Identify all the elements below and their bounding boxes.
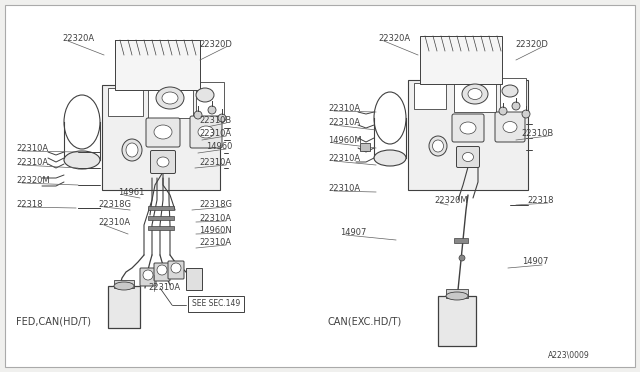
Bar [115, 40, 200, 90]
Bar [438, 296, 476, 346]
Text: 22320A: 22320A [62, 33, 94, 42]
Text: 22310A: 22310A [16, 157, 48, 167]
Bar [148, 226, 174, 230]
Text: A223\0009: A223\0009 [548, 350, 590, 359]
Bar [186, 268, 202, 290]
Text: 22310B: 22310B [522, 128, 554, 138]
Ellipse shape [503, 122, 517, 132]
Circle shape [171, 263, 181, 273]
Circle shape [512, 102, 520, 110]
Text: 22318G: 22318G [199, 199, 232, 208]
Ellipse shape [198, 126, 214, 138]
Bar [408, 80, 528, 190]
Ellipse shape [463, 153, 474, 161]
Circle shape [157, 265, 167, 275]
Ellipse shape [64, 151, 100, 169]
Bar [454, 238, 468, 243]
Text: 22310A: 22310A [328, 103, 360, 112]
Ellipse shape [114, 282, 134, 290]
Text: 22318: 22318 [527, 196, 554, 205]
Text: 22318: 22318 [16, 199, 42, 208]
Ellipse shape [462, 84, 488, 104]
Text: 14907: 14907 [340, 228, 366, 237]
Text: 22320A: 22320A [378, 33, 410, 42]
Text: 22310A: 22310A [328, 183, 360, 192]
Circle shape [208, 106, 216, 114]
Bar [108, 286, 140, 328]
Bar [196, 82, 224, 120]
Circle shape [194, 111, 202, 119]
Ellipse shape [154, 125, 172, 139]
Bar [102, 85, 220, 190]
Circle shape [143, 270, 153, 280]
Ellipse shape [196, 88, 214, 102]
Ellipse shape [157, 157, 169, 167]
Text: 22310A: 22310A [200, 237, 232, 247]
Text: 22310B: 22310B [200, 115, 232, 125]
Ellipse shape [156, 87, 184, 109]
Text: 22310A: 22310A [148, 283, 180, 292]
Ellipse shape [374, 92, 406, 144]
Bar [148, 216, 174, 220]
Text: 22310A: 22310A [98, 218, 130, 227]
Text: 22310A: 22310A [328, 154, 360, 163]
Bar [148, 78, 193, 118]
Ellipse shape [64, 95, 100, 149]
Circle shape [459, 255, 465, 261]
Ellipse shape [126, 143, 138, 157]
Ellipse shape [433, 140, 444, 152]
Bar [360, 143, 370, 151]
Bar [500, 78, 526, 114]
Bar [108, 88, 143, 116]
Ellipse shape [122, 139, 142, 161]
Text: 22310A: 22310A [328, 118, 360, 126]
Text: 14907: 14907 [522, 257, 548, 266]
Ellipse shape [468, 89, 482, 99]
Bar [414, 83, 446, 109]
Text: 22320M: 22320M [434, 196, 468, 205]
Text: 22318G: 22318G [98, 199, 131, 208]
Circle shape [499, 107, 507, 115]
Ellipse shape [429, 136, 447, 156]
Text: CAN(EXC.HD/T): CAN(EXC.HD/T) [328, 317, 403, 327]
Bar [188, 296, 244, 312]
Bar [148, 206, 174, 210]
Text: 22320D: 22320D [515, 39, 548, 48]
Text: 22310A: 22310A [16, 144, 48, 153]
Bar [454, 74, 496, 112]
Text: 14960N: 14960N [199, 225, 232, 234]
Circle shape [522, 110, 530, 118]
Ellipse shape [446, 292, 468, 300]
Circle shape [218, 114, 226, 122]
Text: 14961: 14961 [118, 187, 145, 196]
Text: 22310A: 22310A [200, 157, 232, 167]
Ellipse shape [162, 92, 178, 104]
Ellipse shape [374, 150, 406, 166]
Text: FED,CAN(HD/T): FED,CAN(HD/T) [16, 317, 91, 327]
FancyBboxPatch shape [190, 116, 222, 148]
Text: SEE SEC.149: SEE SEC.149 [192, 299, 240, 308]
Text: 22310A: 22310A [200, 214, 232, 222]
FancyBboxPatch shape [154, 263, 170, 281]
Bar [420, 36, 502, 84]
Text: 14960: 14960 [205, 141, 232, 151]
Ellipse shape [502, 85, 518, 97]
Bar [446, 289, 468, 298]
Text: 22320D: 22320D [199, 39, 232, 48]
FancyBboxPatch shape [146, 118, 180, 147]
FancyBboxPatch shape [150, 151, 175, 173]
FancyBboxPatch shape [140, 268, 156, 286]
FancyBboxPatch shape [452, 114, 484, 142]
Text: 22310A: 22310A [200, 128, 232, 138]
Text: 14960M: 14960M [328, 135, 362, 144]
FancyBboxPatch shape [168, 261, 184, 279]
Bar [114, 280, 134, 288]
FancyBboxPatch shape [456, 147, 479, 167]
Text: 22320M: 22320M [16, 176, 50, 185]
FancyBboxPatch shape [495, 112, 525, 142]
Ellipse shape [460, 122, 476, 134]
